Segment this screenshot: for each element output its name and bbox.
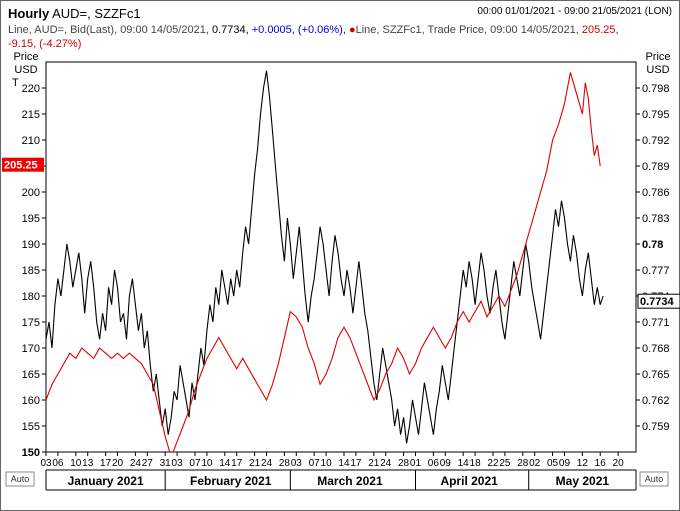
x-tick: 24 bbox=[261, 458, 273, 469]
x-tick: 25 bbox=[499, 458, 511, 469]
x-tick: 18 bbox=[470, 458, 482, 469]
x-tick: 12 bbox=[577, 458, 589, 469]
x-tick: 09 bbox=[440, 458, 452, 469]
y-right-tick: 0.78 bbox=[642, 239, 663, 251]
y-right-tick: 0.792 bbox=[642, 135, 670, 147]
x-tick: 14 bbox=[338, 458, 350, 469]
month-label: February 2021 bbox=[190, 474, 272, 488]
chart-svg: Hourly AUD=, SZZFc1 00:00 01/01/2021 - 09… bbox=[0, 0, 680, 511]
auto-label: Auto bbox=[645, 474, 664, 484]
x-tick: 07 bbox=[309, 458, 321, 469]
plot-area bbox=[46, 62, 636, 452]
month-label: April 2021 bbox=[440, 474, 498, 488]
y-right-tick: 0.765 bbox=[642, 369, 670, 381]
y-right-tick: 0.768 bbox=[642, 343, 670, 355]
y-left-tick: 180 bbox=[22, 291, 40, 303]
x-tick: 28 bbox=[517, 458, 529, 469]
x-tick: 06 bbox=[428, 458, 440, 469]
y-left-tick: 190 bbox=[22, 239, 40, 251]
y-left-tick: 220 bbox=[22, 83, 40, 95]
x-tick: 10 bbox=[70, 458, 82, 469]
x-tick: 24 bbox=[380, 458, 392, 469]
y-left-tick: 160 bbox=[22, 395, 40, 407]
y-left-tick: 150 bbox=[22, 447, 40, 459]
y-right-tick: 0.783 bbox=[642, 213, 670, 225]
x-tick: 01 bbox=[410, 458, 422, 469]
x-tick: 07 bbox=[189, 458, 201, 469]
x-tick: 20 bbox=[613, 458, 625, 469]
x-tick: 03 bbox=[172, 458, 184, 469]
x-tick: 13 bbox=[82, 458, 94, 469]
x-tick: 22 bbox=[487, 458, 499, 469]
y-left-title-2: USD bbox=[14, 64, 37, 76]
x-tick: 17 bbox=[100, 458, 112, 469]
x-tick: 02 bbox=[529, 458, 541, 469]
x-tick: 16 bbox=[595, 458, 607, 469]
x-tick: 17 bbox=[350, 458, 362, 469]
time-range: 00:00 01/01/2021 - 09:00 21/05/2021 (LON… bbox=[477, 6, 672, 17]
y-right-tick: 0.795 bbox=[642, 109, 670, 121]
y-left-tick: 200 bbox=[22, 187, 40, 199]
y-left-tick: 195 bbox=[22, 213, 40, 225]
x-tick: 06 bbox=[52, 458, 64, 469]
y-right-tick: 0.798 bbox=[642, 83, 670, 95]
y-left-title-1: Price bbox=[13, 51, 38, 63]
x-tick: 21 bbox=[368, 458, 380, 469]
y-right-last-value: 0.7734 bbox=[640, 296, 675, 308]
series-info-2: -9.15, (-4.27%) bbox=[8, 38, 81, 50]
y-left-tick: 185 bbox=[22, 265, 40, 277]
chart-title: Hourly AUD=, SZZFc1 bbox=[8, 6, 141, 21]
x-tick: 10 bbox=[321, 458, 333, 469]
x-tick: 05 bbox=[547, 458, 559, 469]
month-label: January 2021 bbox=[68, 474, 144, 488]
x-tick: 20 bbox=[112, 458, 124, 469]
x-tick: 09 bbox=[559, 458, 571, 469]
y-right-tick: 0.777 bbox=[642, 265, 670, 277]
chart-container: Hourly AUD=, SZZFc1 00:00 01/01/2021 - 09… bbox=[0, 0, 680, 511]
auto-label: Auto bbox=[11, 474, 30, 484]
y-right-tick: 0.771 bbox=[642, 317, 670, 329]
y-left-tick: 165 bbox=[22, 369, 40, 381]
x-tick: 28 bbox=[398, 458, 410, 469]
month-label: March 2021 bbox=[317, 474, 383, 488]
y-left-tick: 215 bbox=[22, 109, 40, 121]
x-tick: 03 bbox=[40, 458, 52, 469]
y-left-tick: 170 bbox=[22, 343, 40, 355]
x-tick: 27 bbox=[142, 458, 154, 469]
y-right-tick: 0.786 bbox=[642, 187, 670, 199]
series-info-1: Line, AUD=, Bid(Last), 09:00 14/05/2021,… bbox=[8, 24, 619, 36]
x-tick: 10 bbox=[201, 458, 213, 469]
x-tick: 14 bbox=[219, 458, 231, 469]
series-SZZFc1 bbox=[46, 72, 600, 457]
x-tick: 28 bbox=[279, 458, 291, 469]
y-left-letter: T bbox=[12, 77, 19, 89]
y-right-tick: 0.759 bbox=[642, 421, 670, 433]
y-left-tick: 210 bbox=[22, 135, 40, 147]
x-tick: 17 bbox=[231, 458, 243, 469]
x-tick: 21 bbox=[249, 458, 261, 469]
y-right-title-1: Price bbox=[645, 51, 670, 63]
month-label: May 2021 bbox=[556, 474, 610, 488]
y-left-tick: 175 bbox=[22, 317, 40, 329]
y-right-title-2: USD bbox=[646, 64, 669, 76]
series-AUD bbox=[46, 71, 603, 444]
y-right-tick: 0.789 bbox=[642, 161, 670, 173]
x-tick: 03 bbox=[291, 458, 303, 469]
y-left-tick: 155 bbox=[22, 421, 40, 433]
x-tick: 24 bbox=[130, 458, 142, 469]
x-tick: 31 bbox=[160, 458, 172, 469]
x-tick: 14 bbox=[458, 458, 470, 469]
y-left-last-value: 205.25 bbox=[4, 160, 38, 172]
y-right-tick: 0.762 bbox=[642, 395, 670, 407]
